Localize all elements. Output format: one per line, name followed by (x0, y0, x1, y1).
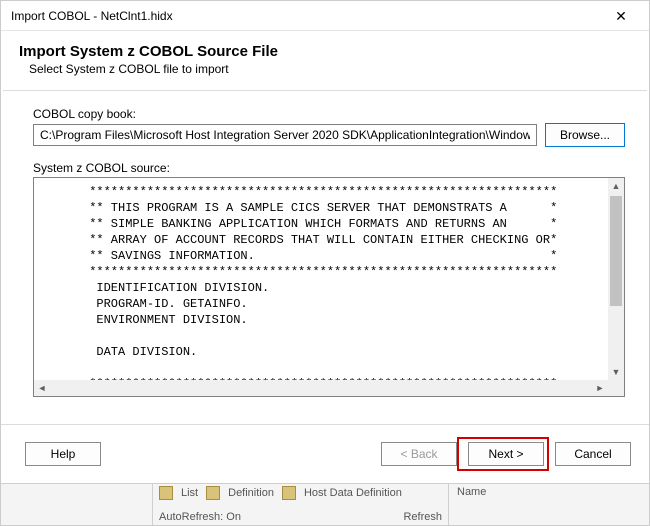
list-icon (159, 486, 173, 500)
titlebar: Import COBOL - NetClnt1.hidx ✕ (1, 1, 649, 31)
close-button[interactable]: ✕ (601, 2, 641, 30)
back-button: < Back (381, 442, 457, 466)
bg-refresh-label[interactable]: Refresh (403, 511, 442, 523)
scroll-thumb[interactable] (610, 196, 622, 306)
cancel-button[interactable]: Cancel (555, 442, 631, 466)
source-content: ****************************************… (34, 178, 608, 380)
next-button[interactable]: Next > (468, 442, 544, 466)
page-title: Import System z COBOL Source File (19, 43, 631, 60)
dialog-window: Import COBOL - NetClnt1.hidx ✕ Import Sy… (0, 0, 650, 526)
window-title: Import COBOL - NetClnt1.hidx (11, 9, 173, 23)
bg-col-left (1, 484, 153, 525)
page-subtitle: Select System z COBOL file to import (29, 62, 631, 76)
scroll-corner (608, 380, 624, 396)
bg-list-label: List (181, 487, 198, 499)
bg-name-header: Name (457, 486, 486, 498)
scroll-up-icon[interactable]: ▲ (608, 178, 624, 194)
vertical-scrollbar[interactable]: ▲ ▼ (608, 178, 624, 380)
next-highlight: Next > (457, 437, 549, 471)
copybook-row: Browse... (33, 123, 625, 147)
horizontal-scrollbar[interactable]: ◄ ► (34, 380, 624, 396)
background-panel: List Definition Host Data Definition Aut… (1, 483, 649, 525)
browse-button[interactable]: Browse... (545, 123, 625, 147)
bg-status-row: AutoRefresh: On Refresh (159, 511, 442, 523)
source-textarea[interactable]: ****************************************… (33, 177, 625, 397)
bg-autorefresh-label: AutoRefresh: On (159, 511, 241, 523)
scroll-left-icon[interactable]: ◄ (34, 380, 50, 396)
wizard-header: Import System z COBOL Source File Select… (1, 31, 649, 90)
copybook-path-input[interactable] (33, 124, 537, 146)
hostdef-icon (282, 486, 296, 500)
scroll-down-icon[interactable]: ▼ (608, 364, 624, 380)
wizard-body: COBOL copy book: Browse... System z COBO… (1, 91, 649, 405)
help-button[interactable]: Help (25, 442, 101, 466)
bg-def-label: Definition (228, 487, 274, 499)
bg-col-right: Name (449, 484, 649, 525)
definition-icon (206, 486, 220, 500)
source-label: System z COBOL source: (33, 161, 625, 175)
wizard-footer: Help < Back Next > Cancel (1, 424, 649, 483)
copybook-label: COBOL copy book: (33, 107, 625, 121)
bg-col-mid: List Definition Host Data Definition Aut… (153, 484, 449, 525)
bg-toolbar-row: List Definition Host Data Definition (159, 486, 442, 500)
scroll-right-icon[interactable]: ► (592, 380, 608, 396)
bg-hostdef-label: Host Data Definition (304, 487, 402, 499)
